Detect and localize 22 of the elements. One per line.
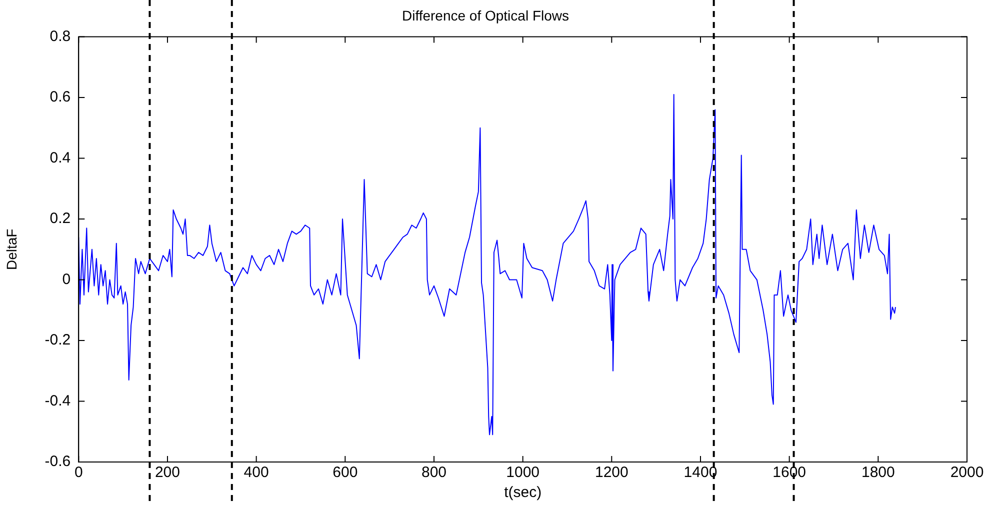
y-tick-label: 0.8: [50, 28, 71, 45]
x-tick-label: 0: [74, 464, 83, 482]
x-tick-label: 800: [421, 464, 447, 482]
x-axis-title: t(sec): [504, 484, 542, 502]
x-tick-label: 1400: [684, 464, 718, 482]
y-tick-label: -0.6: [44, 453, 71, 470]
x-tick-label: 200: [154, 464, 180, 482]
y-axis-title: DeltaF: [3, 228, 20, 270]
x-tick-label: 400: [244, 464, 269, 482]
x-tick-label: 1600: [772, 464, 806, 482]
x-tick-label: 2000: [950, 464, 984, 482]
x-tick-label: 1200: [594, 464, 628, 482]
x-tick-label: 1800: [861, 464, 895, 482]
x-tick-label: 1000: [506, 464, 540, 482]
chart-title: Difference of Optical Flows: [402, 7, 570, 24]
y-tick-label: 0: [62, 270, 71, 288]
y-tick-label: -0.4: [44, 392, 71, 410]
y-tick-label: -0.2: [44, 332, 71, 349]
y-tick-label: 0.6: [50, 88, 71, 106]
y-tick-label: 0.2: [50, 210, 71, 228]
x-tick-label: 600: [332, 464, 358, 482]
y-tick-label: 0.4: [50, 149, 71, 166]
